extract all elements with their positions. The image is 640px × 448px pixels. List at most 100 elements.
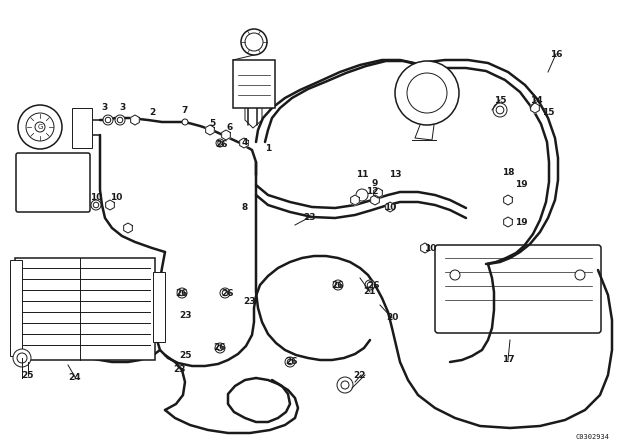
Circle shape — [365, 280, 375, 290]
Circle shape — [218, 141, 222, 145]
Circle shape — [217, 345, 223, 351]
Text: 26: 26 — [221, 289, 234, 298]
Text: 26: 26 — [216, 139, 228, 148]
Text: 22: 22 — [354, 370, 366, 379]
Polygon shape — [420, 243, 429, 253]
Text: 10: 10 — [424, 244, 436, 253]
Circle shape — [105, 117, 111, 123]
Polygon shape — [221, 130, 230, 140]
Text: 26: 26 — [176, 289, 188, 298]
Text: 13: 13 — [388, 169, 401, 178]
Circle shape — [341, 381, 349, 389]
Text: 26: 26 — [214, 343, 227, 352]
Circle shape — [450, 270, 460, 280]
Text: 20: 20 — [386, 314, 398, 323]
Text: 23: 23 — [244, 297, 256, 306]
Text: 15: 15 — [541, 108, 554, 116]
Text: 16: 16 — [550, 49, 563, 59]
Text: 23: 23 — [173, 366, 186, 375]
Polygon shape — [351, 195, 359, 205]
Text: 15: 15 — [493, 95, 506, 104]
FancyBboxPatch shape — [435, 245, 601, 333]
Text: 10: 10 — [90, 193, 102, 202]
Circle shape — [103, 115, 113, 125]
Text: 21: 21 — [364, 288, 376, 297]
Text: C0302934: C0302934 — [576, 434, 610, 440]
Bar — [153, 272, 165, 342]
Text: 24: 24 — [68, 372, 81, 382]
Text: 3: 3 — [120, 103, 126, 112]
Text: 11: 11 — [356, 169, 368, 178]
Bar — [15, 258, 155, 360]
Text: 18: 18 — [502, 168, 515, 177]
Text: 25: 25 — [179, 350, 191, 359]
Circle shape — [496, 106, 504, 114]
Circle shape — [215, 343, 225, 353]
Text: 19: 19 — [515, 217, 527, 227]
Polygon shape — [504, 217, 513, 227]
Polygon shape — [131, 115, 140, 125]
Circle shape — [407, 73, 447, 113]
Circle shape — [26, 113, 54, 141]
Polygon shape — [371, 195, 380, 205]
Polygon shape — [205, 125, 214, 135]
Circle shape — [182, 119, 188, 125]
Text: 9: 9 — [372, 178, 378, 188]
Polygon shape — [374, 188, 382, 198]
Circle shape — [575, 270, 585, 280]
Text: 25: 25 — [22, 370, 35, 379]
Circle shape — [17, 353, 27, 363]
Circle shape — [179, 290, 185, 296]
Bar — [10, 260, 22, 356]
Text: 23: 23 — [304, 212, 316, 221]
Circle shape — [115, 115, 125, 125]
Bar — [72, 108, 92, 148]
Text: 17: 17 — [502, 356, 515, 365]
Circle shape — [18, 105, 62, 149]
Circle shape — [117, 117, 123, 123]
Circle shape — [216, 139, 224, 147]
Circle shape — [241, 29, 267, 55]
Text: 1: 1 — [265, 143, 271, 152]
Circle shape — [335, 282, 340, 288]
Text: 5: 5 — [209, 119, 215, 128]
Text: 19: 19 — [515, 180, 527, 189]
Text: 26: 26 — [332, 281, 344, 290]
Circle shape — [177, 288, 187, 298]
Circle shape — [287, 359, 292, 365]
Circle shape — [245, 33, 263, 51]
Circle shape — [13, 349, 31, 367]
Text: 2: 2 — [149, 108, 155, 116]
Text: 7: 7 — [182, 105, 188, 115]
Polygon shape — [239, 138, 248, 148]
Circle shape — [333, 280, 343, 290]
Text: 14: 14 — [530, 95, 542, 104]
Text: 26: 26 — [368, 281, 380, 290]
Text: G: G — [37, 124, 43, 130]
Text: 10: 10 — [384, 202, 396, 211]
Circle shape — [285, 357, 295, 367]
Circle shape — [93, 202, 99, 208]
Bar — [233, 60, 275, 108]
Circle shape — [220, 288, 230, 298]
Circle shape — [367, 282, 372, 288]
Polygon shape — [531, 103, 540, 113]
Text: 10: 10 — [110, 193, 122, 202]
Text: 8: 8 — [242, 202, 248, 211]
Circle shape — [337, 377, 353, 393]
Polygon shape — [504, 195, 513, 205]
Text: 26: 26 — [285, 358, 298, 366]
Circle shape — [395, 61, 459, 125]
Text: 3: 3 — [102, 103, 108, 112]
Text: 23: 23 — [179, 311, 191, 320]
Text: 6: 6 — [227, 122, 233, 132]
Circle shape — [222, 290, 228, 296]
Text: 4: 4 — [242, 138, 248, 146]
Polygon shape — [124, 223, 132, 233]
Text: 12: 12 — [365, 186, 378, 195]
Polygon shape — [106, 200, 115, 210]
Circle shape — [356, 189, 368, 201]
Circle shape — [35, 122, 45, 132]
Polygon shape — [386, 202, 394, 212]
Circle shape — [493, 103, 507, 117]
